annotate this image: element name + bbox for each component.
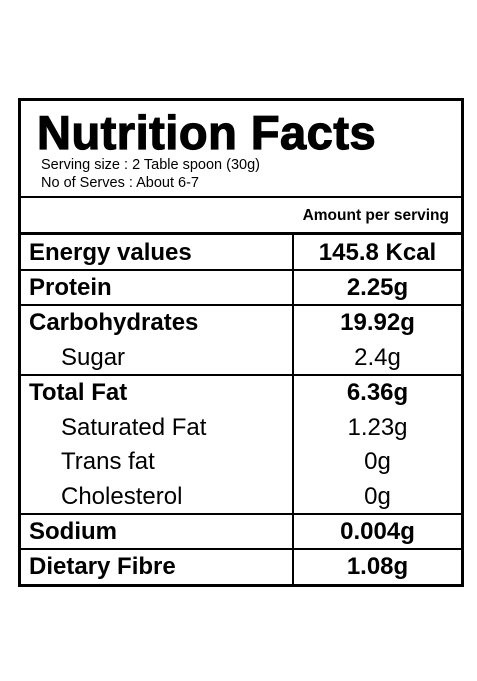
row-label: Sugar — [61, 343, 126, 371]
row-value: 1.23g — [347, 413, 408, 441]
row-value: 0.004g — [340, 518, 415, 546]
title: Nutrition Facts — [36, 105, 377, 159]
row-label: Cholesterol — [61, 483, 183, 511]
table-heading: Amount per serving — [302, 207, 449, 224]
row-value: 1.08g — [346, 553, 409, 581]
row-label: Dietary Fibre — [29, 553, 176, 581]
row-value: 0g — [364, 448, 391, 476]
row-label: Protein — [29, 273, 112, 301]
row-value: 2.4g — [354, 343, 401, 371]
row-label: Saturated Fat — [61, 413, 207, 441]
row-divider — [21, 548, 461, 551]
row-label: Energy values — [29, 239, 192, 266]
serving-size: Serving size : 2 Table spoon (30g) — [41, 157, 260, 173]
row-label: Trans fat — [61, 448, 155, 476]
row-divider — [21, 513, 461, 516]
row-label: Total Fat — [29, 378, 128, 406]
row-value: 2.25g — [346, 273, 409, 301]
row-value: 6.36g — [346, 378, 409, 406]
row-label: Carbohydrates — [29, 308, 199, 336]
row-divider — [21, 373, 461, 376]
row-value: 145.8 Kcal — [318, 239, 437, 266]
nutrition-label: Nutrition Facts Serving size : 2 Table s… — [18, 98, 464, 587]
divider — [21, 196, 461, 198]
row-label: Sodium — [29, 518, 117, 546]
servings: No of Serves : About 6-7 — [41, 175, 199, 191]
divider — [21, 232, 461, 235]
row-value: 0g — [364, 483, 391, 511]
row-divider — [21, 303, 461, 306]
column-divider — [292, 232, 294, 584]
row-divider — [21, 268, 461, 271]
row-value: 19.92g — [340, 308, 415, 336]
